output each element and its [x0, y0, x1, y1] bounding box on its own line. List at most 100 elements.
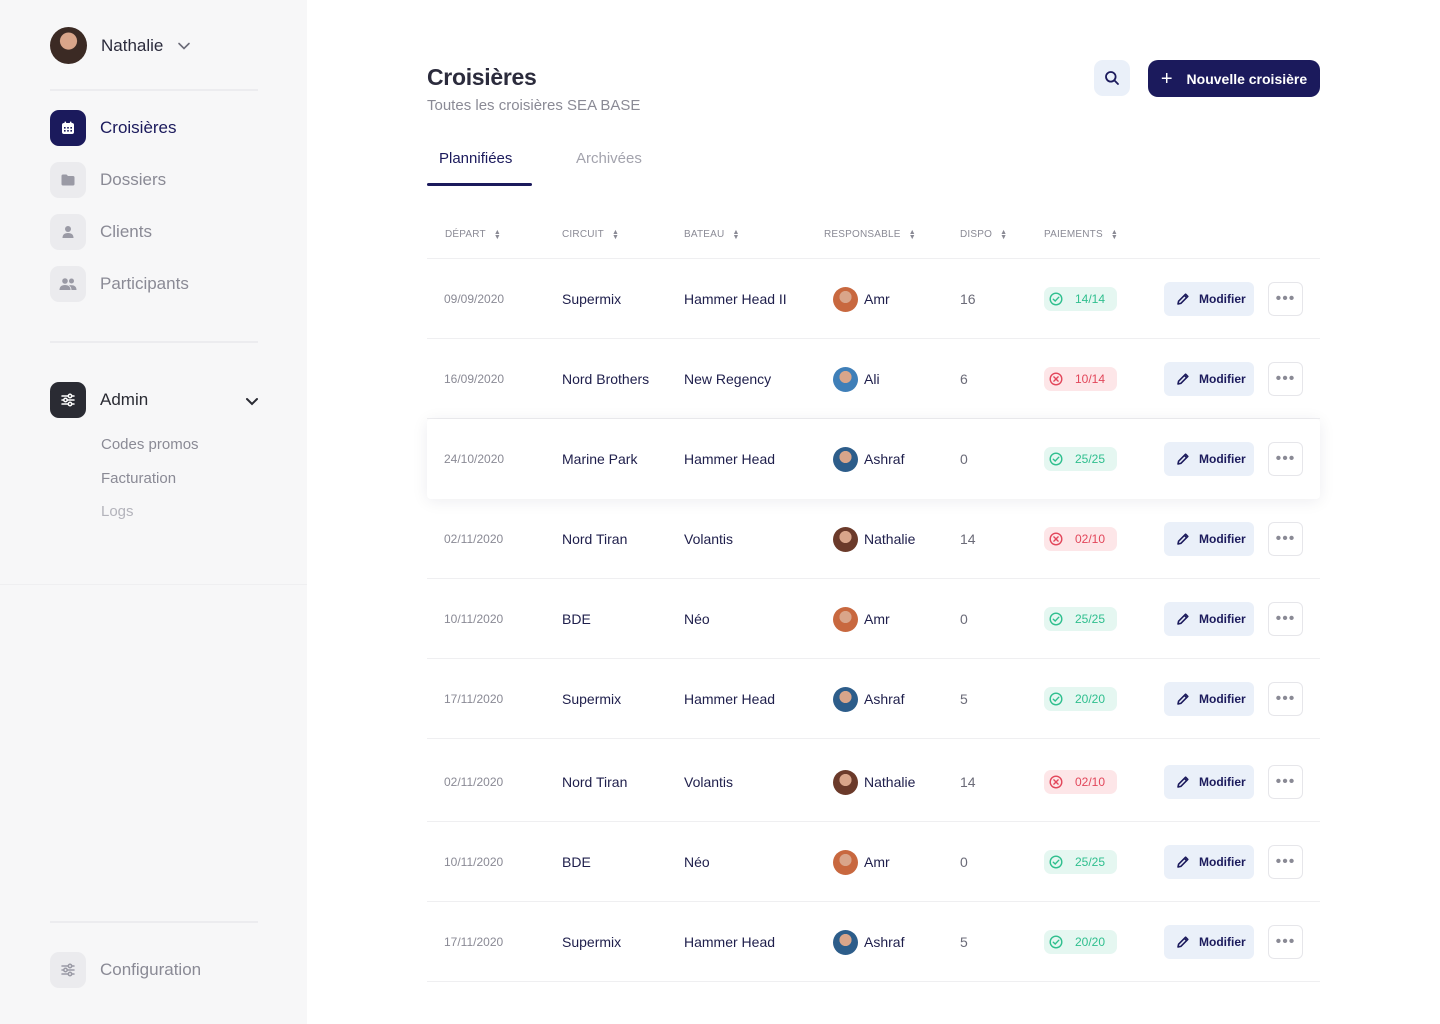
cell-responsable: Amr: [833, 579, 890, 659]
more-options-button[interactable]: •••: [1268, 925, 1303, 959]
payment-count: 02/10: [1075, 532, 1106, 546]
chevron-down-icon: [178, 42, 191, 50]
more-options-button[interactable]: •••: [1268, 442, 1303, 476]
more-options-button[interactable]: •••: [1268, 362, 1303, 396]
sidebar-subitem-facturation[interactable]: Facturation: [101, 470, 177, 487]
cell-bateau: Hammer Head: [684, 451, 776, 467]
chevron-down-icon[interactable]: [244, 393, 260, 409]
status-badge: 02/10: [1044, 527, 1117, 551]
status-badge: 14/14: [1044, 287, 1117, 311]
cell-circuit: Nord Brothers: [562, 371, 650, 387]
sort-icon: ▲ ▼: [493, 228, 501, 241]
edit-button[interactable]: Modifier: [1164, 282, 1254, 316]
cell-dispo: 0: [960, 611, 968, 627]
cell-circuit: Supermix: [562, 934, 622, 950]
cell-responsable: Nathalie: [833, 499, 915, 579]
cell-more: •••: [1268, 259, 1303, 339]
column-header-depart[interactable]: DÉPART ▲ ▼: [445, 228, 501, 241]
sidebar: Nathalie Croisières Dossiers Clients Par…: [0, 0, 307, 1024]
cell-paiements: 10/14: [1044, 339, 1117, 419]
cell-bateau: Hammer Head: [684, 934, 776, 950]
edit-button[interactable]: Modifier: [1164, 522, 1254, 556]
more-options-button[interactable]: •••: [1268, 845, 1303, 879]
edit-button[interactable]: Modifier: [1164, 682, 1254, 716]
new-cruise-button[interactable]: + Nouvelle croisière: [1148, 60, 1320, 97]
edit-button[interactable]: Modifier: [1164, 845, 1254, 879]
cell-dispo: 14: [960, 531, 976, 547]
table-row[interactable]: 24/10/2020 Marine Park Hammer Head Ashraf 0 2…: [427, 419, 1320, 499]
sidebar-item-admin[interactable]: Admin: [50, 382, 148, 418]
sidebar-item-clients[interactable]: Clients: [50, 214, 152, 250]
cell-bateau: Volantis: [684, 774, 734, 790]
column-header-bateau[interactable]: BATEAU ▲ ▼: [684, 229, 740, 241]
more-options-button[interactable]: •••: [1268, 282, 1303, 316]
edit-button[interactable]: Modifier: [1164, 925, 1254, 959]
more-options-button[interactable]: •••: [1268, 682, 1303, 716]
payment-count: 14/14: [1075, 292, 1106, 306]
status-badge: 02/10: [1044, 770, 1117, 794]
cell-paiements: 20/20: [1044, 659, 1117, 739]
divider: [427, 578, 1320, 579]
sidebar-subitem-logs[interactable]: Logs: [101, 503, 134, 520]
tab-plannifiees[interactable]: Plannifiées: [439, 150, 513, 167]
payment-count: 20/20: [1075, 692, 1106, 706]
divider: [427, 338, 1320, 339]
responsable-name: Ali: [864, 371, 880, 387]
table-row[interactable]: 16/09/2020 Nord Brothers New Regency Ali 6 10…: [427, 339, 1320, 419]
check-circle-icon: [1049, 692, 1063, 706]
sidebar-subitem-codes-promos[interactable]: Codes promos: [101, 436, 199, 453]
x-circle-icon: [1049, 775, 1063, 789]
new-cruise-label: Nouvelle croisière: [1186, 70, 1308, 87]
responsable-name: Ashraf: [864, 691, 905, 707]
cell-bateau: Hammer Head: [684, 691, 776, 707]
cell-circuit: Supermix: [562, 691, 622, 707]
user-menu[interactable]: Nathalie: [50, 27, 191, 64]
column-header-dispo[interactable]: DISPO ▲ ▼: [960, 229, 1007, 241]
active-tab-indicator: [427, 183, 532, 186]
edit-button[interactable]: Modifier: [1164, 765, 1254, 799]
edit-button[interactable]: Modifier: [1164, 442, 1254, 476]
sidebar-item-configuration[interactable]: Configuration: [50, 952, 201, 988]
edit-button[interactable]: Modifier: [1164, 602, 1254, 636]
cell-more: •••: [1268, 822, 1303, 902]
pencil-icon: [1177, 936, 1189, 948]
edit-button[interactable]: Modifier: [1164, 362, 1254, 396]
cell-responsable: Amr: [833, 259, 890, 339]
table-row[interactable]: 02/11/2020 Nord Tiran Volantis Nathalie 14 02…: [427, 742, 1320, 822]
table-row[interactable]: 17/11/2020 Supermix Hammer Head Ashraf 5 20/2…: [427, 659, 1320, 739]
more-icon: •••: [1275, 610, 1296, 627]
pencil-icon: [1177, 613, 1189, 625]
more-options-button[interactable]: •••: [1268, 602, 1303, 636]
table-row[interactable]: 09/09/2020 Supermix Hammer Head II Amr 16 14/…: [427, 259, 1320, 339]
pencil-icon: [1177, 693, 1189, 705]
cell-depart: 24/10/2020: [444, 452, 505, 466]
tab-archivees[interactable]: Archivées: [576, 150, 642, 167]
edit-label: Modifier: [1199, 612, 1246, 626]
status-badge: 25/25: [1044, 850, 1117, 874]
column-header-circuit[interactable]: CIRCUIT ▲ ▼: [562, 229, 619, 241]
edit-label: Modifier: [1199, 452, 1246, 466]
sidebar-item-croisieres[interactable]: Croisières: [50, 110, 177, 146]
cell-responsable: Ashraf: [833, 419, 904, 499]
sidebar-item-dossiers[interactable]: Dossiers: [50, 162, 166, 198]
table-row[interactable]: 10/11/2020 BDE Néo Amr 0 25/25 Modifier •••: [427, 822, 1320, 902]
more-icon: •••: [1275, 933, 1296, 950]
responsable-name: Nathalie: [864, 531, 916, 547]
sidebar-item-participants[interactable]: Participants: [50, 266, 189, 302]
avatar: [833, 849, 858, 875]
cell-dispo: 0: [960, 854, 968, 870]
folder-icon: [50, 162, 86, 198]
table-row[interactable]: 02/11/2020 Nord Tiran Volantis Nathalie 14 02…: [427, 499, 1320, 579]
column-header-responsable[interactable]: RESPONSABLE ▲ ▼: [824, 229, 916, 241]
more-options-button[interactable]: •••: [1268, 765, 1303, 799]
cell-bateau: Volantis: [684, 531, 734, 547]
cell-more: •••: [1268, 659, 1303, 739]
more-icon: •••: [1275, 773, 1296, 790]
table-row[interactable]: 17/11/2020 Supermix Hammer Head Ashraf 5 20/2…: [427, 902, 1320, 982]
cell-circuit: Nord Tiran: [562, 774, 628, 790]
column-header-paiements[interactable]: PAIEMENTS ▲ ▼: [1044, 229, 1118, 241]
table-row[interactable]: 10/11/2020 BDE Néo Amr 0 25/25 Modifier •••: [427, 579, 1320, 659]
status-badge: 10/14: [1044, 367, 1117, 391]
more-options-button[interactable]: •••: [1268, 522, 1303, 556]
search-button[interactable]: [1094, 60, 1130, 96]
